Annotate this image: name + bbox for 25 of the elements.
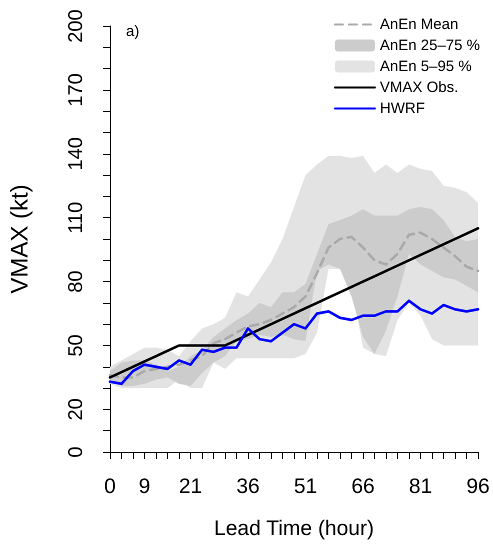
y-tick-label: 80 (65, 270, 87, 293)
y-tick-label: 0 (65, 446, 87, 458)
legend-label: AnEn 25–75 % (380, 37, 480, 54)
y-tick-label: 170 (65, 73, 87, 107)
x-tick-label: 9 (138, 475, 150, 498)
legend-label: HWRF (380, 100, 425, 117)
y-tick-label: 140 (65, 137, 87, 170)
y-tick-label: 200 (65, 9, 87, 43)
x-axis-title: Lead Time (hour) (214, 517, 374, 540)
x-tick-label: 66 (351, 475, 375, 498)
x-tick-label: 21 (178, 475, 202, 498)
legend-label: AnEn 5–95 % (380, 58, 472, 75)
y-axis-title: VMAX (kt) (6, 184, 34, 294)
x-tick-label: 81 (408, 475, 432, 498)
legend-label: VMAX Obs. (380, 79, 458, 96)
y-tick-label: 20 (65, 398, 87, 421)
y-tick-label: 50 (65, 334, 87, 357)
x-tick-label: 0 (104, 475, 116, 498)
annotation: a) (126, 23, 140, 40)
line-series (108, 299, 480, 386)
legend-label: AnEn Mean (380, 16, 458, 33)
x-tick-label: 36 (236, 475, 260, 498)
x-tick-label: 96 (466, 475, 490, 498)
y-tick-label: 110 (65, 202, 87, 234)
x-tick-label: 51 (294, 475, 318, 498)
